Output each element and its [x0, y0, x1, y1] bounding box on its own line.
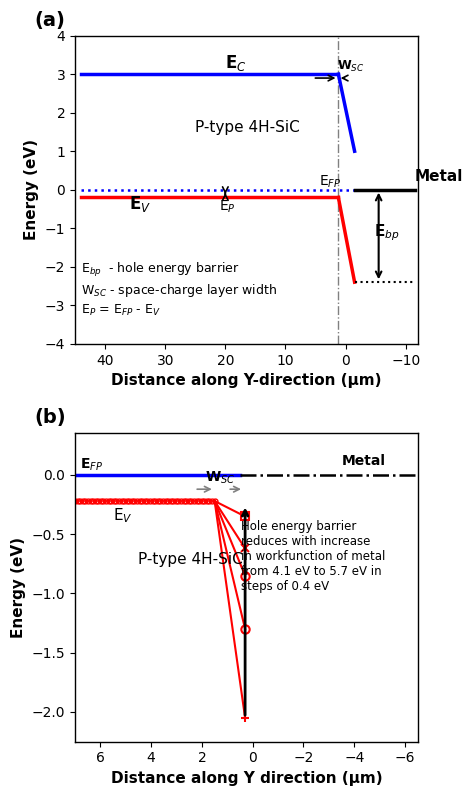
Text: P-type 4H-SiC: P-type 4H-SiC: [138, 552, 243, 567]
Text: W$_{SC}$ - space-charge layer width: W$_{SC}$ - space-charge layer width: [81, 282, 277, 299]
Text: E$_P$ = E$_{FP}$ - E$_V$: E$_P$ = E$_{FP}$ - E$_V$: [81, 304, 161, 319]
Text: (a): (a): [34, 10, 65, 29]
Text: E$_{FP}$: E$_{FP}$: [319, 173, 341, 190]
Text: Hole energy barrier
reduces with increase
in workfunction of metal
from 4.1 eV t: Hole energy barrier reduces with increas…: [241, 520, 386, 593]
Text: E$_{bp}$  - hole energy barrier: E$_{bp}$ - hole energy barrier: [81, 261, 240, 279]
Text: Metal: Metal: [342, 454, 385, 469]
Y-axis label: Energy (eV): Energy (eV): [11, 537, 26, 638]
Text: E$_P$: E$_P$: [219, 199, 236, 215]
Text: E$_{bp}$: E$_{bp}$: [374, 222, 400, 242]
Text: (b): (b): [34, 408, 65, 427]
Text: E$_V$: E$_V$: [129, 194, 151, 214]
X-axis label: Distance along Y-direction (μm): Distance along Y-direction (μm): [111, 373, 382, 388]
Text: E$_{FP}$: E$_{FP}$: [80, 457, 103, 473]
Text: P-type 4H-SiC: P-type 4H-SiC: [195, 120, 300, 135]
Text: E$_V$: E$_V$: [113, 506, 133, 524]
Text: Metal: Metal: [415, 169, 463, 184]
Text: W$_{SC}$: W$_{SC}$: [204, 470, 235, 486]
Text: W$_{SC}$: W$_{SC}$: [337, 59, 364, 74]
X-axis label: Distance along Y direction (μm): Distance along Y direction (μm): [110, 771, 382, 786]
Y-axis label: Energy (eV): Energy (eV): [24, 139, 39, 240]
Text: E$_C$: E$_C$: [225, 53, 247, 73]
